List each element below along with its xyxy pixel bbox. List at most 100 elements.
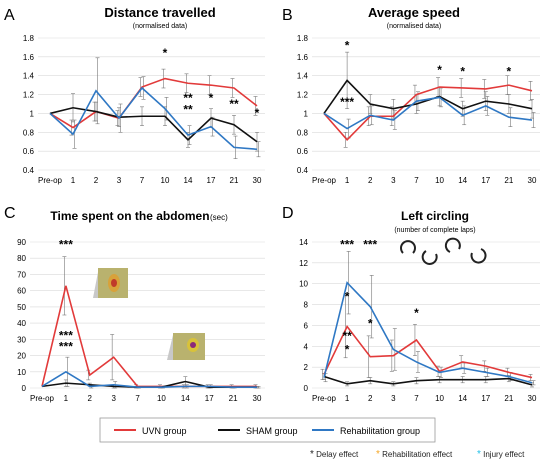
x-tick-label: 17 <box>207 176 216 185</box>
y-tick-label: 12 <box>299 259 308 268</box>
significance-mark: * <box>345 38 350 52</box>
significance-mark: ** <box>183 91 193 105</box>
panel-b-subtitle: (normalised data) <box>387 23 441 30</box>
y-tick-label: 1 <box>304 109 309 118</box>
panel-d-subtitle: (number of complete laps) <box>394 227 475 234</box>
error-bar <box>346 251 351 315</box>
error-bar <box>62 256 67 316</box>
x-tick-label: 30 <box>253 394 262 403</box>
series-line-rehab <box>323 281 533 384</box>
y-tick-label: 20 <box>17 352 26 361</box>
significance-mark: * <box>345 343 350 357</box>
significance-mark: * <box>163 46 168 60</box>
y-tick-label: 6 <box>304 321 309 330</box>
x-tick-label: 21 <box>504 176 513 185</box>
x-tick-label: 21 <box>229 394 238 403</box>
x-tick-label: 2 <box>368 394 373 403</box>
y-tick-label: 60 <box>17 287 26 296</box>
y-tick-label: 0.6 <box>23 147 35 156</box>
significance-mark: *** <box>363 237 377 251</box>
series-line-rehab <box>49 86 258 151</box>
x-tick-label: Pre-op <box>30 394 55 403</box>
y-tick-label: 0.4 <box>297 166 309 175</box>
error-bar <box>531 112 536 128</box>
series-line-sham <box>323 79 533 114</box>
error-bar <box>392 110 397 130</box>
significance-mark: * <box>368 317 373 331</box>
y-tick-label: 4 <box>304 342 309 351</box>
x-tick-label: 3 <box>391 394 396 403</box>
significance-mark: *** <box>59 328 73 342</box>
panel-d-title: Left circling <box>401 209 469 223</box>
y-tick-label: 14 <box>299 238 308 247</box>
y-tick-label: 10 <box>17 368 26 377</box>
panel-b: B Average speed (normalised data) 0.4 0.6… <box>282 5 540 185</box>
panel-b-letter: B <box>282 7 293 24</box>
panel-d-letter: D <box>282 205 294 222</box>
significance-mark: * <box>507 65 512 79</box>
series-line-rehab <box>323 96 533 130</box>
effect-rehab: * Rehabilitation effect <box>376 449 453 460</box>
panel-a-plot: 0.4 0.6 0.8 1 1.2 1.4 1.6 1.8 Pre-op 1 2 3 7 10 14 17 21… <box>23 34 265 185</box>
x-tick-label: 3 <box>117 176 122 185</box>
x-tick-label: 14 <box>458 176 467 185</box>
circling-icon-4 <box>470 248 487 264</box>
x-tick-label: 30 <box>528 394 537 403</box>
panel-c: C Time spent on the abdomen (sec) 0 10 20 3… <box>4 205 265 403</box>
x-tick-label: 17 <box>481 176 490 185</box>
effect-legend: * Delay effect * Rehabilitation effect *… <box>310 449 525 460</box>
panel-a-letter: A <box>4 7 15 24</box>
error-bar <box>369 275 374 339</box>
x-tick-label: Pre-op <box>38 176 63 185</box>
significance-mark: * <box>414 306 419 320</box>
y-tick-label: 0.6 <box>297 147 309 156</box>
circling-icon-1 <box>400 240 416 254</box>
y-tick-label: 10 <box>299 280 308 289</box>
legend-label-sham: SHAM group <box>246 426 298 436</box>
y-tick-label: 2 <box>304 363 309 372</box>
error-bar <box>72 119 77 149</box>
series-line-uvn <box>323 84 533 142</box>
series-line-uvn <box>49 77 258 129</box>
x-tick-label: 2 <box>368 176 373 185</box>
x-tick-label: 7 <box>414 394 419 403</box>
error-bar <box>531 380 536 386</box>
x-tick-label: 10 <box>161 176 170 185</box>
x-tick-label: 17 <box>481 394 490 403</box>
error-bar <box>141 76 146 100</box>
significance-mark: * <box>255 106 260 120</box>
y-tick-label: 80 <box>17 254 26 263</box>
significance-mark: ** <box>342 329 352 343</box>
abdomen-thumbnail-2 <box>167 333 205 360</box>
panel-c-letter: C <box>4 205 16 222</box>
effect-delay: * Delay effect <box>310 449 359 460</box>
x-tick-label: 14 <box>184 176 193 185</box>
x-tick-label: 1 <box>64 394 69 403</box>
panel-a: A Distance travelled (normalised data) 0… <box>4 5 265 185</box>
x-tick-label: 30 <box>253 176 262 185</box>
effect-injury: * Injury effect <box>477 449 525 460</box>
abdomen-thumbnail-1 <box>93 268 128 298</box>
circling-icon-3 <box>444 237 461 253</box>
y-tick-label: 90 <box>17 238 26 247</box>
x-tick-label: 10 <box>435 394 444 403</box>
significance-mark: *** <box>340 237 354 251</box>
y-tick-label: 30 <box>17 335 26 344</box>
x-tick-label: 21 <box>230 176 239 185</box>
x-tick-label: 3 <box>391 176 396 185</box>
x-tick-label: 1 <box>71 176 76 185</box>
panel-a-title: Distance travelled <box>104 5 215 20</box>
x-tick-label: 3 <box>111 394 116 403</box>
circling-icons <box>400 237 487 265</box>
y-tick-label: 8 <box>304 301 309 310</box>
significance-mark: * <box>460 65 465 79</box>
y-tick-label: 1.8 <box>297 34 309 43</box>
significance-mark: *** <box>59 340 73 354</box>
x-tick-label: 7 <box>140 176 145 185</box>
panel-b-plot: 0.4 0.6 0.8 1 1.2 1.4 1.6 1.8 Pre-op 1 2 3 7 10 14 17 21… <box>297 34 540 185</box>
y-tick-label: 0.4 <box>23 166 35 175</box>
x-tick-label: 17 <box>205 394 214 403</box>
x-tick-label: 2 <box>94 176 99 185</box>
